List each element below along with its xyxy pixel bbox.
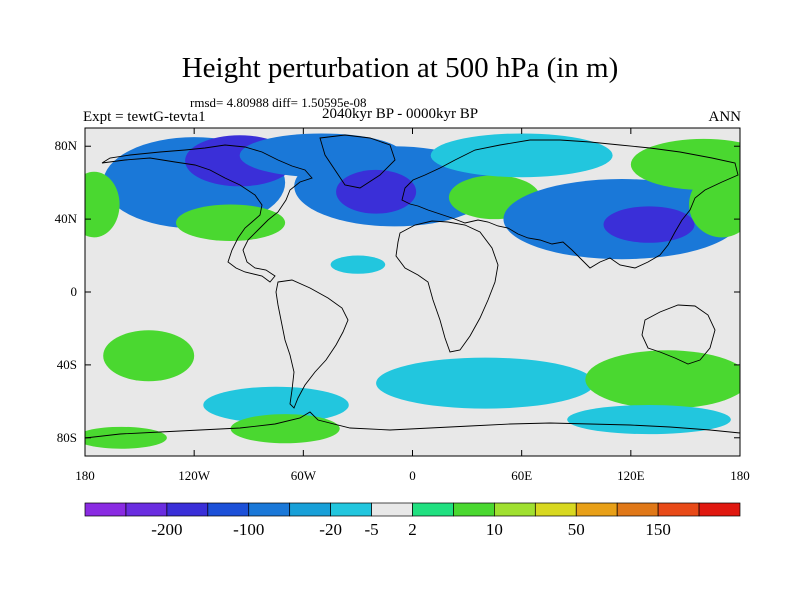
- axis-ticks: 80N 40N 0 40S 80S 180 120W 60W 0 60E 120E 180: [55, 128, 750, 483]
- colorbar-swatch: [289, 502, 331, 517]
- lon-tick-label: 180: [75, 468, 95, 483]
- lat-tick-label: 0: [71, 284, 78, 299]
- colorbar-swatch: [657, 502, 700, 517]
- field-anomaly-13: [330, 255, 386, 274]
- colorbar-swatch: [534, 502, 577, 517]
- coastline-antarctica: [85, 411, 740, 439]
- lon-tick-label: 60E: [511, 468, 532, 483]
- coastlines: [85, 134, 740, 439]
- colorbar-label: -100: [233, 520, 264, 539]
- field-anomaly-4: [336, 169, 417, 214]
- field-anomaly-10: [689, 171, 740, 238]
- coastline-eurasia: [401, 139, 739, 269]
- colorbar-label: 10: [486, 520, 503, 539]
- colorbar-swatch: [698, 502, 741, 517]
- field-anomaly-16: [230, 414, 340, 444]
- stats-line: rmsd= 4.80988 diff= 1.50595e-08: [190, 95, 367, 110]
- colorbar-swatch: [616, 502, 659, 517]
- coastline-africa: [395, 220, 499, 353]
- colorbar-label: -5: [364, 520, 378, 539]
- colorbar-swatch: [371, 502, 413, 517]
- colorbar-swatch: [575, 502, 618, 517]
- field-anomaly-12: [175, 204, 286, 241]
- coastline-north-america: [101, 144, 313, 283]
- colorbar-label: 150: [645, 520, 671, 539]
- colorbar: -200 -100 -20 -5 2 10 50 150: [84, 502, 741, 539]
- field-anomaly-11: [85, 171, 120, 238]
- period-label: 2040kyr BP - 0000kyr BP: [322, 106, 479, 122]
- colorbar-label: -200: [151, 520, 182, 539]
- colorbar-swatch: [207, 502, 250, 517]
- lat-tick-label: 80N: [55, 138, 78, 153]
- lon-tick-label: 180: [730, 468, 750, 483]
- colorbar-label: -20: [319, 520, 342, 539]
- field-anomaly-8: [603, 206, 695, 243]
- lon-tick-label: 0: [409, 468, 416, 483]
- field-anomaly-14: [103, 330, 195, 382]
- lat-tick-label: 40N: [55, 211, 78, 226]
- colorbar-swatch: [84, 502, 127, 517]
- lat-tick-label: 80S: [57, 430, 77, 445]
- field-anomaly-18: [585, 350, 740, 409]
- field-anomaly-19: [567, 404, 731, 435]
- colorbar-swatch: [248, 502, 291, 517]
- field-anomaly-17: [376, 357, 595, 409]
- colorbar-label: 50: [568, 520, 585, 539]
- colorbar-swatch: [412, 502, 454, 517]
- lon-tick-label: 120W: [178, 468, 211, 483]
- experiment-label: Expt = tewtG-tevta1: [83, 109, 206, 125]
- coastline-south-america: [275, 279, 349, 409]
- coastline-greenland: [319, 134, 396, 189]
- colorbar-swatch: [330, 502, 372, 517]
- lat-tick-label: 40S: [57, 357, 77, 372]
- lon-tick-label: 60W: [291, 468, 317, 483]
- colorbar-swatch: [453, 502, 495, 517]
- field-layer: [85, 133, 740, 449]
- field-anomaly-6: [430, 133, 613, 178]
- colorbar-swatch: [166, 502, 209, 517]
- chart-title: Height perturbation at 500 hPa (in m): [181, 52, 619, 84]
- colorbar-label: 2: [408, 520, 417, 539]
- season-label: ANN: [708, 109, 742, 125]
- lon-tick-label: 120E: [617, 468, 645, 483]
- colorbar-swatch: [494, 502, 536, 517]
- coastline-australia: [641, 304, 716, 365]
- colorbar-swatch: [125, 502, 168, 517]
